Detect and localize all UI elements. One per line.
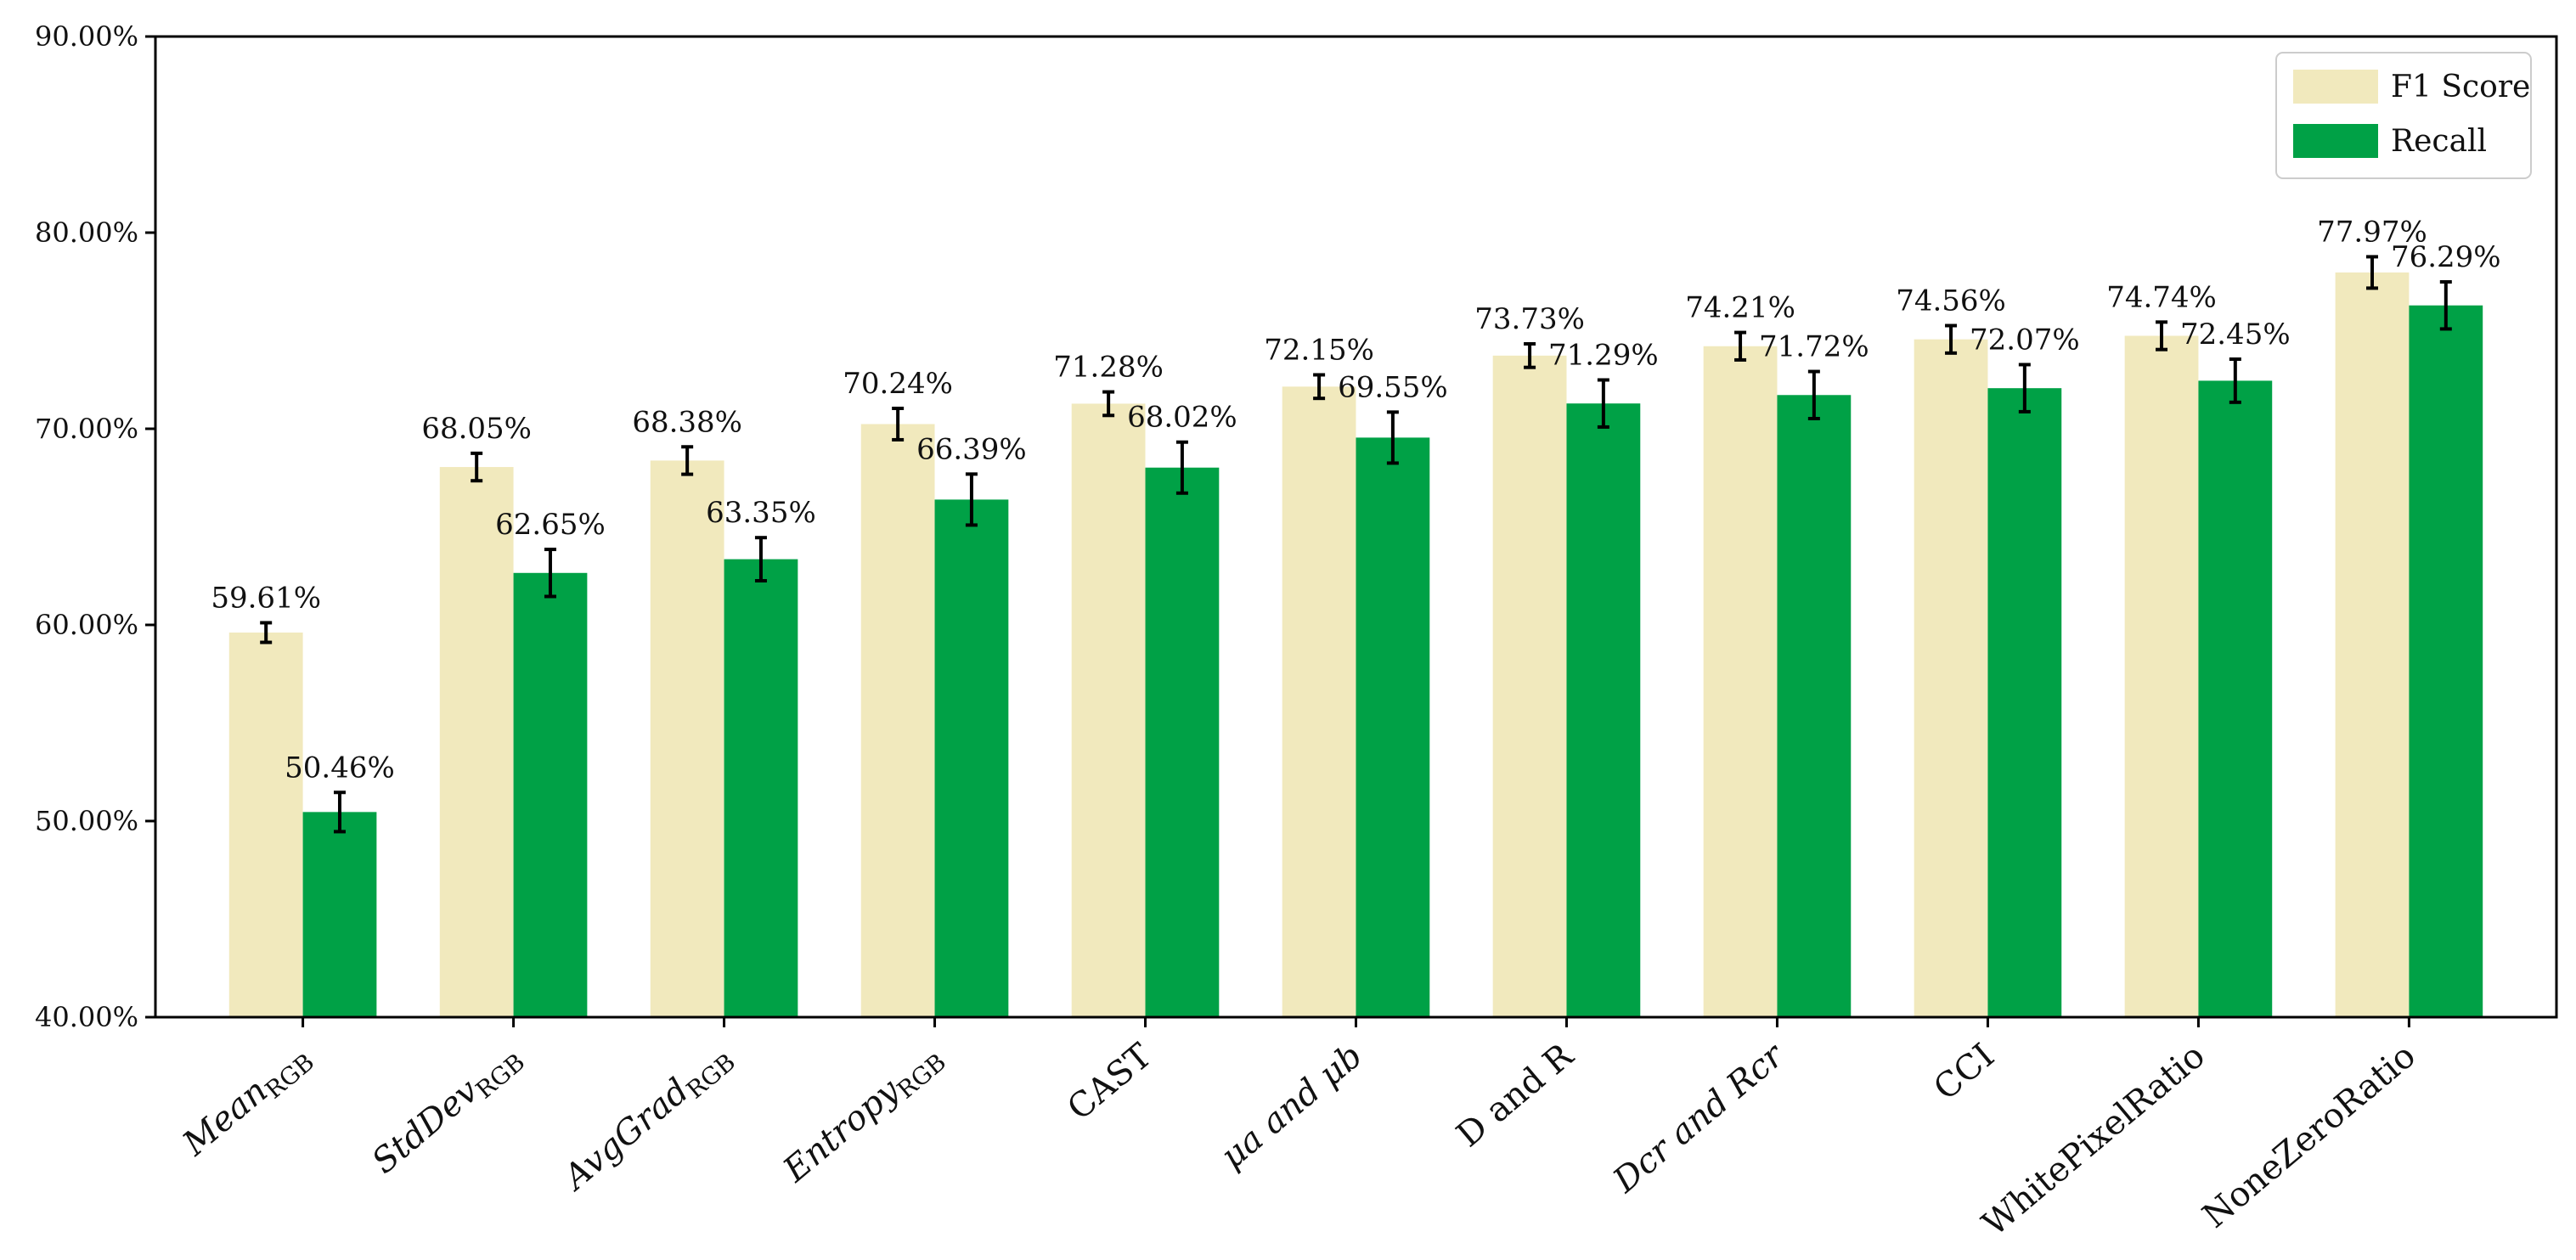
value-label-recall: 76.29% (2391, 240, 2501, 274)
error-bar (1313, 373, 1326, 401)
x-tick-label: AvgGradRGB (554, 1036, 741, 1202)
x-tick-label: D and R (1450, 1035, 1582, 1155)
error-bar (1175, 440, 1188, 495)
y-tick-label: 40.00% (35, 1001, 138, 1033)
error-bar (544, 548, 556, 599)
error-bar (471, 451, 483, 483)
bar-f1-score (860, 424, 935, 1017)
bar-f1-score (1492, 355, 1567, 1017)
error-bar (2018, 363, 2031, 413)
bar-f1-score (2124, 335, 2199, 1018)
value-label-recall: 62.65% (495, 508, 606, 542)
error-bar (1102, 390, 1115, 418)
value-label-f1-score: 71.28% (1053, 351, 1164, 385)
legend-label-recall: Recall (2391, 124, 2487, 159)
error-bar (1597, 378, 1609, 429)
x-tick-label: μa and μb (1214, 1036, 1370, 1176)
value-label-recall: 72.45% (2180, 318, 2291, 352)
value-label-f1-score: 68.05% (421, 412, 532, 446)
y-tick-label: 70.00% (35, 413, 138, 445)
bar-recall (1777, 395, 1852, 1017)
x-tick-label: EntropyRGB (775, 1036, 951, 1193)
y-tick-label: 90.00% (35, 20, 138, 53)
error-bar (892, 406, 905, 442)
bar-f1-score (2335, 272, 2410, 1017)
bar-f1-score (439, 467, 514, 1017)
bar-recall (1145, 467, 1220, 1017)
error-bar (260, 621, 273, 644)
legend: F1 Score Recall (2275, 52, 2532, 179)
value-label-f1-score: 73.73% (1474, 302, 1585, 336)
value-label-f1-score: 74.21% (1685, 291, 1795, 325)
x-tick-label: NoneZeroRatio (2196, 1036, 2423, 1235)
bar-recall (2198, 380, 2273, 1017)
error-bar (1734, 330, 1747, 362)
y-axis: 40.00% 50.00% 60.00% 70.00% 80.00% 90.00% (35, 20, 155, 1033)
x-tick-label: MeanRGB (175, 1036, 319, 1167)
value-label-f1-score: 74.74% (2106, 280, 2217, 314)
error-bar (754, 536, 767, 583)
bar-f1-score (1071, 403, 1146, 1017)
bar-recall (1356, 437, 1430, 1017)
error-bar (2229, 357, 2241, 404)
value-label-recall: 71.29% (1548, 338, 1659, 372)
legend-swatch-f1-score (2293, 70, 2378, 104)
y-tick-label: 50.00% (35, 805, 138, 837)
bar-recall (934, 499, 1009, 1017)
error-bar (1386, 410, 1399, 465)
plot-frame (154, 35, 2558, 1019)
bar-f1-score (1282, 386, 1356, 1018)
value-label-recall: 71.72% (1759, 330, 1869, 364)
bar-recall (302, 812, 377, 1017)
error-bar (681, 445, 694, 476)
error-bar (1807, 369, 1820, 420)
value-label-f1-score: 59.61% (211, 581, 321, 615)
value-label-recall: 68.02% (1127, 401, 1237, 435)
y-tick-label: 80.00% (35, 217, 138, 249)
error-bars (260, 255, 2452, 834)
value-labels: 59.61% 50.46% 68.05% 62.65% 68.38% 63.35% 70.2… (211, 215, 2500, 785)
bar-recall (724, 559, 798, 1017)
x-tick-label: CCI (1926, 1036, 2002, 1108)
bar-f1-score (650, 460, 724, 1017)
value-label-f1-score: 70.24% (843, 367, 953, 401)
error-bar (1524, 341, 1536, 369)
value-label-recall: 50.46% (285, 751, 395, 785)
x-tick-label: CAST (1060, 1036, 1159, 1128)
value-label-recall: 69.55% (1338, 370, 1448, 404)
error-bar (2366, 255, 2379, 290)
error-bar (2156, 320, 2168, 352)
bar-f1-score (1914, 339, 1988, 1017)
value-label-f1-score: 77.97% (2317, 215, 2427, 249)
bar-recall (2409, 305, 2483, 1017)
bars (228, 272, 2483, 1018)
x-tick-label: StdDevRGB (364, 1036, 530, 1184)
bar-recall (1566, 403, 1641, 1017)
value-label-f1-score: 72.15% (1264, 333, 1374, 367)
value-label-recall: 72.07% (1970, 323, 2080, 357)
legend-swatch-recall (2293, 124, 2378, 158)
bar-recall (513, 572, 588, 1017)
value-label-recall: 63.35% (706, 496, 816, 530)
bar-recall (1987, 388, 2062, 1018)
x-axis: MeanRGB StdDevRGB AvgGradRGB EntropyRGB CAST… (175, 1017, 2423, 1244)
error-bar (965, 472, 978, 527)
error-bar (1945, 323, 1958, 355)
value-label-f1-score: 74.56% (1896, 284, 2006, 318)
value-label-recall: 66.39% (916, 432, 1027, 466)
value-label-f1-score: 68.38% (632, 405, 742, 439)
bar-f1-score (1703, 346, 1778, 1017)
bar-f1-score (228, 633, 303, 1017)
y-tick-label: 60.00% (35, 609, 138, 641)
x-tick-label: WhitePixelRatio (1976, 1036, 2212, 1244)
legend-label-f1-score: F1 Score (2391, 70, 2530, 104)
error-bar (333, 790, 346, 834)
x-tick-label: Dcr and Rcr (1605, 1035, 1793, 1201)
error-bar (2439, 279, 2452, 331)
